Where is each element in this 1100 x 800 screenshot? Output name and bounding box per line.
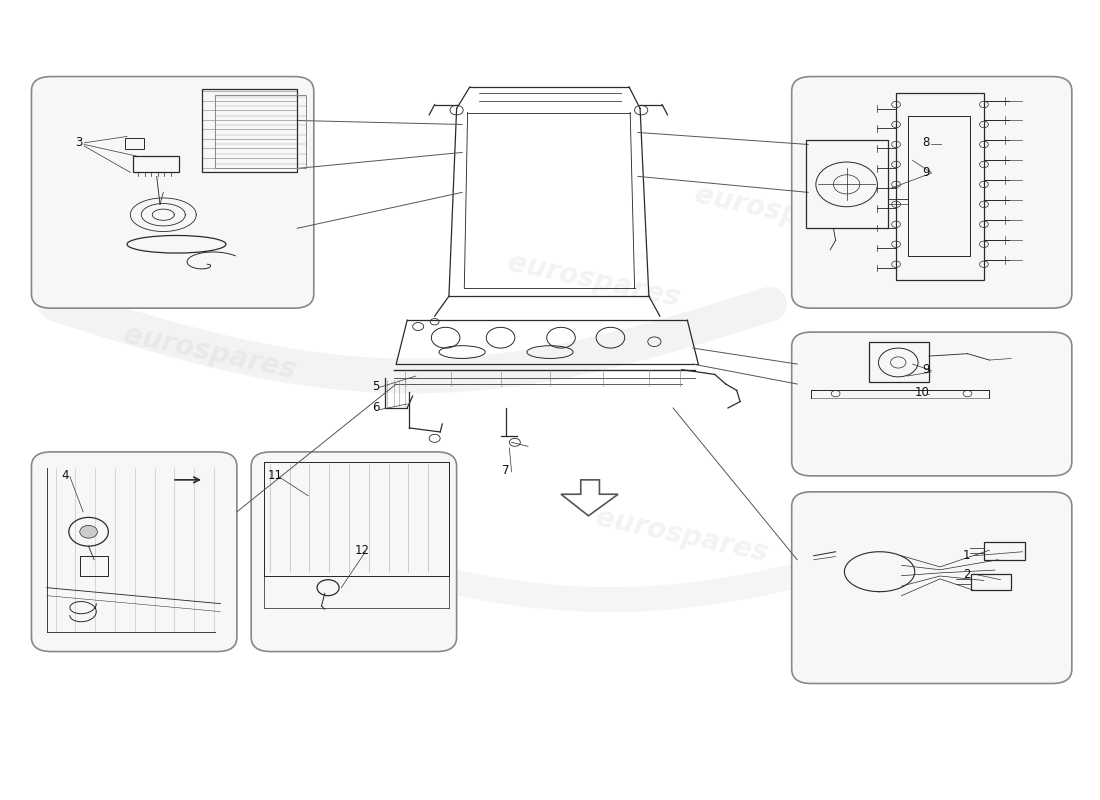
Bar <box>132 157 178 172</box>
Text: 2: 2 <box>964 567 970 581</box>
Bar <box>896 93 984 280</box>
Bar <box>806 141 889 228</box>
FancyBboxPatch shape <box>792 77 1071 308</box>
Text: 6: 6 <box>372 402 379 414</box>
Text: 9: 9 <box>923 363 930 376</box>
Text: 10: 10 <box>915 386 930 398</box>
FancyBboxPatch shape <box>32 452 236 651</box>
Bar <box>984 542 1024 560</box>
Bar <box>869 342 929 382</box>
Text: eurospares: eurospares <box>692 180 869 244</box>
Text: 12: 12 <box>354 544 370 557</box>
Text: eurospares: eurospares <box>121 320 298 384</box>
Text: 8: 8 <box>923 136 930 150</box>
Bar <box>124 138 143 150</box>
Bar <box>201 89 297 172</box>
Bar <box>80 556 109 576</box>
Text: 3: 3 <box>76 136 82 150</box>
Bar <box>971 574 1011 590</box>
Text: 1: 1 <box>964 550 970 562</box>
Text: 9: 9 <box>923 166 930 179</box>
Text: eurospares: eurospares <box>505 248 683 312</box>
Text: 11: 11 <box>267 469 283 482</box>
Text: 4: 4 <box>62 469 68 482</box>
Text: 7: 7 <box>502 464 509 477</box>
Text: 5: 5 <box>372 380 379 393</box>
Bar <box>909 117 970 256</box>
Text: eurospares: eurospares <box>593 504 771 568</box>
FancyBboxPatch shape <box>251 452 456 651</box>
FancyBboxPatch shape <box>32 77 313 308</box>
Circle shape <box>80 526 98 538</box>
FancyBboxPatch shape <box>792 332 1071 476</box>
Bar <box>214 95 306 169</box>
FancyBboxPatch shape <box>792 492 1071 683</box>
